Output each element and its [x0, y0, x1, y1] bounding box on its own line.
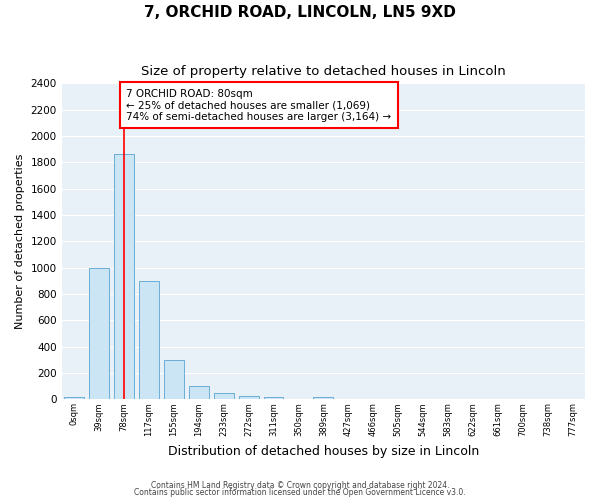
Bar — [239, 396, 259, 400]
Bar — [214, 394, 233, 400]
Bar — [313, 398, 334, 400]
Bar — [263, 397, 283, 400]
Bar — [114, 154, 134, 400]
Bar — [164, 360, 184, 400]
Text: Contains public sector information licensed under the Open Government Licence v3: Contains public sector information licen… — [134, 488, 466, 497]
Bar — [189, 386, 209, 400]
X-axis label: Distribution of detached houses by size in Lincoln: Distribution of detached houses by size … — [168, 444, 479, 458]
Y-axis label: Number of detached properties: Number of detached properties — [15, 154, 25, 329]
Bar — [89, 268, 109, 400]
Text: 7 ORCHID ROAD: 80sqm
← 25% of detached houses are smaller (1,069)
74% of semi-de: 7 ORCHID ROAD: 80sqm ← 25% of detached h… — [127, 88, 392, 122]
Title: Size of property relative to detached houses in Lincoln: Size of property relative to detached ho… — [141, 65, 506, 78]
Bar — [64, 397, 84, 400]
Bar — [139, 281, 159, 400]
Text: 7, ORCHID ROAD, LINCOLN, LN5 9XD: 7, ORCHID ROAD, LINCOLN, LN5 9XD — [144, 5, 456, 20]
Text: Contains HM Land Registry data © Crown copyright and database right 2024.: Contains HM Land Registry data © Crown c… — [151, 480, 449, 490]
